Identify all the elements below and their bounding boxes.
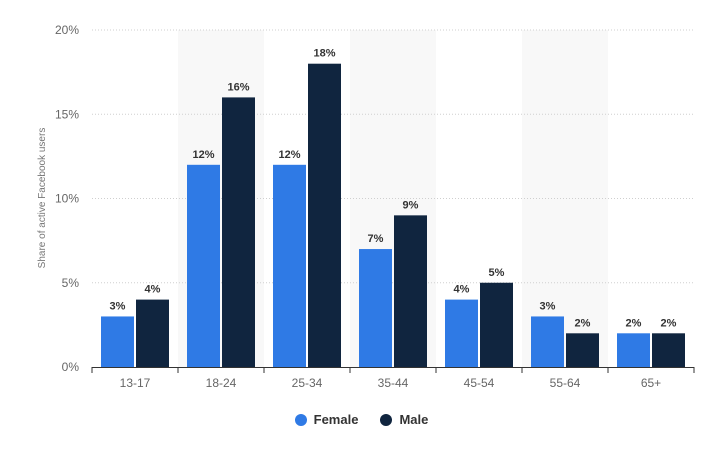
bars: [101, 63, 685, 368]
data-label-female: 12%: [192, 149, 214, 161]
data-label-female: 4%: [454, 284, 470, 296]
data-label-male: 9%: [403, 199, 419, 211]
y-tick-label: 20%: [55, 23, 79, 37]
data-label-male: 5%: [489, 267, 505, 279]
data-label-male: 4%: [145, 284, 161, 296]
data-labels: 3% 12% 12% 7% 4% 3% 2% 4% 16% 18% 9% 5% 2% 2%: [110, 48, 677, 330]
data-label-female: 12%: [278, 149, 300, 161]
male-swatch-icon: [380, 413, 393, 426]
bar-female-45-54[interactable]: [445, 299, 478, 367]
x-tick-label: 13-17: [120, 376, 151, 390]
x-tick-label: 65+: [641, 376, 661, 390]
legend-item-male[interactable]: Male: [380, 412, 428, 427]
legend-label-male: Male: [399, 412, 429, 427]
data-label-female: 3%: [110, 300, 126, 312]
y-tick-label: 15%: [55, 107, 79, 121]
y-tick-label: 5%: [62, 276, 80, 290]
x-axis: 13-17 18-24 25-34 35-44 45-54 55-64 65+: [91, 367, 695, 390]
bar-male-25-34[interactable]: [308, 63, 341, 367]
bar-male-35-44[interactable]: [394, 215, 427, 367]
bar-male-55-64[interactable]: [566, 333, 599, 367]
bar-female-35-44[interactable]: [359, 249, 392, 367]
data-label-male: 2%: [575, 317, 591, 329]
data-label-male: 16%: [227, 81, 249, 93]
y-axis-label: Share of active Facebook users: [37, 128, 48, 269]
y-axis: 0% 5% 10% 15% 20%: [55, 23, 79, 374]
data-label-female: 3%: [540, 300, 556, 312]
bar-male-13-17[interactable]: [136, 299, 169, 367]
gridlines: [92, 29, 694, 284]
bar-male-45-54[interactable]: [480, 282, 513, 367]
x-tick-label: 18-24: [206, 376, 237, 390]
x-tick-label: 45-54: [464, 376, 495, 390]
data-label-female: 7%: [368, 233, 384, 245]
legend-label-female: Female: [313, 412, 359, 427]
bar-female-18-24[interactable]: [187, 164, 220, 367]
data-label-female: 2%: [626, 317, 642, 329]
data-label-male: 2%: [661, 317, 677, 329]
bar-male-18-24[interactable]: [222, 97, 255, 368]
bar-female-55-64[interactable]: [531, 316, 564, 367]
x-tick-label: 35-44: [378, 376, 409, 390]
legend-item-female[interactable]: Female: [294, 412, 359, 427]
y-tick-label: 10%: [55, 192, 79, 206]
bar-female-65[interactable]: [617, 333, 650, 367]
female-swatch-icon: [294, 413, 307, 426]
data-label-male: 18%: [313, 48, 335, 60]
y-tick-label: 0%: [62, 360, 80, 374]
x-tick-label: 55-64: [550, 376, 581, 390]
bar-female-13-17[interactable]: [101, 316, 134, 367]
legend: Female Male: [0, 412, 723, 427]
bar-female-25-34[interactable]: [273, 164, 306, 367]
bar-male-65[interactable]: [652, 333, 685, 367]
x-tick-label: 25-34: [292, 376, 323, 390]
